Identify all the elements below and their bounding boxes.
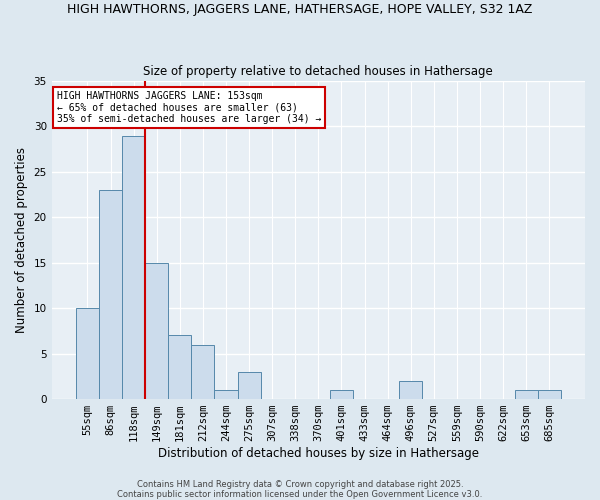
Text: HIGH HAWTHORNS, JAGGERS LANE, HATHERSAGE, HOPE VALLEY, S32 1AZ: HIGH HAWTHORNS, JAGGERS LANE, HATHERSAGE… bbox=[67, 2, 533, 16]
Y-axis label: Number of detached properties: Number of detached properties bbox=[15, 147, 28, 333]
Bar bbox=[191, 344, 214, 399]
Bar bbox=[238, 372, 260, 399]
Title: Size of property relative to detached houses in Hathersage: Size of property relative to detached ho… bbox=[143, 66, 493, 78]
Bar bbox=[538, 390, 561, 399]
Bar bbox=[122, 136, 145, 399]
Bar bbox=[168, 336, 191, 399]
X-axis label: Distribution of detached houses by size in Hathersage: Distribution of detached houses by size … bbox=[158, 447, 479, 460]
Bar bbox=[76, 308, 99, 399]
Bar bbox=[99, 190, 122, 399]
Text: Contains HM Land Registry data © Crown copyright and database right 2025.
Contai: Contains HM Land Registry data © Crown c… bbox=[118, 480, 482, 499]
Text: HIGH HAWTHORNS JAGGERS LANE: 153sqm
← 65% of detached houses are smaller (63)
35: HIGH HAWTHORNS JAGGERS LANE: 153sqm ← 65… bbox=[57, 90, 322, 124]
Bar bbox=[214, 390, 238, 399]
Bar bbox=[145, 263, 168, 399]
Bar bbox=[330, 390, 353, 399]
Bar bbox=[515, 390, 538, 399]
Bar bbox=[399, 381, 422, 399]
